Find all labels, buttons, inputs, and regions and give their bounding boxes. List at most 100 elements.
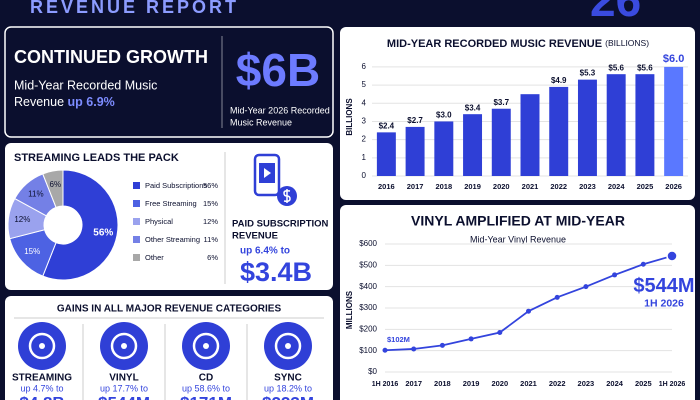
- category-label: SYNC: [274, 373, 302, 384]
- donut-slice: [42, 169, 119, 281]
- point: [554, 294, 560, 300]
- paid-title: PAID SUBSCRIPTION: [232, 219, 329, 230]
- point: [526, 308, 531, 314]
- paid-change: up 6.4% to: [240, 246, 290, 257]
- paid-value: $3.4B: [240, 257, 312, 287]
- bar-chart: 0 1 2 3 4 5 6 2016 $2.4 2017 $2.7 2018 $3.0 2019 $3.4 2…: [362, 53, 688, 191]
- growth-change: up 6.9%: [68, 95, 115, 109]
- bar-title: MID-YEAR RECORDED MUSIC REVENUE: [387, 38, 602, 50]
- data-label: $4.9: [551, 76, 567, 85]
- legend-label: Other Streaming: [145, 235, 200, 244]
- x-tick-label: 2024: [606, 379, 624, 388]
- legend-label: Paid Subscriptions: [145, 181, 207, 190]
- category-label: STREAMING: [12, 373, 72, 384]
- x-tick-label: 2021: [520, 379, 537, 388]
- data-label: $3.0: [436, 111, 452, 120]
- line-chart: $0 $100 $200 $300 $400 $500 $600 1H 2016 2017 201…: [359, 239, 694, 388]
- x-tick-label: 2020: [493, 182, 510, 191]
- point: [583, 284, 589, 290]
- legend-value: 12%: [203, 217, 218, 226]
- y-tick-label: 5: [362, 80, 367, 89]
- x-tick-label: 2023: [578, 379, 595, 388]
- x-tick-label: 2026: [665, 182, 682, 191]
- streaming-title: STREAMING LEADS THE PACK: [14, 152, 179, 164]
- x-tick-label: 2016: [378, 182, 395, 191]
- legend-label: Physical: [145, 217, 173, 226]
- y-tick-label: $100: [359, 346, 377, 355]
- bar: [434, 121, 454, 176]
- y-tick-label: 6: [362, 62, 367, 71]
- y-tick-label: $200: [359, 324, 377, 333]
- growth-title: CONTINUED GROWTH: [14, 47, 208, 67]
- point: [439, 342, 445, 348]
- category-icon: [274, 332, 302, 360]
- legend-value: 56%: [203, 181, 218, 190]
- data-label: $5.6: [637, 63, 653, 72]
- x-tick-label: 2020: [491, 379, 508, 388]
- data-label: $3.7: [493, 98, 509, 107]
- growth-text: Revenue: [14, 95, 64, 109]
- category-icon: [192, 332, 220, 360]
- legend-value: 15%: [203, 199, 218, 208]
- y-tick-label: $600: [359, 239, 377, 248]
- x-tick-label: 2023: [579, 182, 596, 191]
- y-tick-label: $500: [359, 260, 377, 269]
- bar: [463, 114, 483, 176]
- report-title: REVENUE REPORT: [30, 0, 239, 17]
- category-label: VINYL: [109, 373, 138, 384]
- y-tick-label: $400: [359, 282, 377, 291]
- category-icon: [110, 332, 138, 360]
- y-axis-label: MILLIONS: [345, 290, 354, 329]
- legend-label: Other: [145, 253, 164, 262]
- line-subtitle: Mid-Year Vinyl Revenue: [470, 234, 566, 244]
- phone-icon: [58, 216, 68, 234]
- data-label: $6.0: [663, 53, 684, 65]
- bar: [405, 126, 425, 176]
- bar: [635, 74, 655, 176]
- annotation: $544M: [633, 275, 694, 297]
- x-tick-label: 2025: [637, 182, 654, 191]
- point: [666, 250, 678, 262]
- x-tick-label: 2025: [635, 379, 652, 388]
- data-label: $3.4: [465, 103, 481, 112]
- x-tick-label: 2017: [407, 182, 424, 191]
- category-icon: [203, 343, 209, 349]
- bar: [520, 94, 540, 176]
- growth-text: Mid-Year Recorded Music: [14, 78, 157, 92]
- gains-panel: [5, 296, 333, 400]
- y-tick-label: 4: [362, 98, 367, 107]
- legend-label: Free Streaming: [145, 199, 197, 208]
- point: [640, 261, 646, 267]
- report-year: 26: [590, 0, 641, 26]
- category-value: $4.8B: [19, 393, 64, 400]
- annotation: $102M: [387, 335, 410, 344]
- line-title: VINYL AMPLIFIED AT MID-YEAR: [411, 213, 625, 229]
- donut-slice: [42, 169, 64, 208]
- category-icon: [121, 343, 127, 349]
- y-tick-label: 2: [362, 135, 367, 144]
- category-icon: [28, 332, 56, 360]
- x-tick-label: 2022: [549, 379, 566, 388]
- legend-swatch: [133, 182, 140, 189]
- annotation: 1H 2026: [644, 298, 684, 310]
- paid-title: REVENUE: [232, 231, 278, 242]
- y-tick-label: $300: [359, 303, 377, 312]
- legend-swatch: [133, 254, 140, 261]
- bar: [606, 74, 626, 176]
- data-label: $5.3: [580, 69, 596, 78]
- category-icon: [285, 343, 291, 349]
- x-tick-label: 2019: [463, 379, 480, 388]
- bar: [664, 66, 684, 176]
- point: [468, 336, 474, 342]
- category-change: up 17.7% to: [100, 383, 148, 393]
- category-change: up 4.7% to: [20, 383, 63, 393]
- point: [497, 330, 503, 336]
- legend-swatch: [133, 218, 140, 225]
- bar-title: MID-YEAR RECORDED MUSIC REVENUE (BILLION…: [387, 38, 649, 50]
- x-tick-label: 2022: [550, 182, 567, 191]
- growth-value: $6B: [236, 44, 320, 96]
- x-tick-label: 2024: [608, 182, 626, 191]
